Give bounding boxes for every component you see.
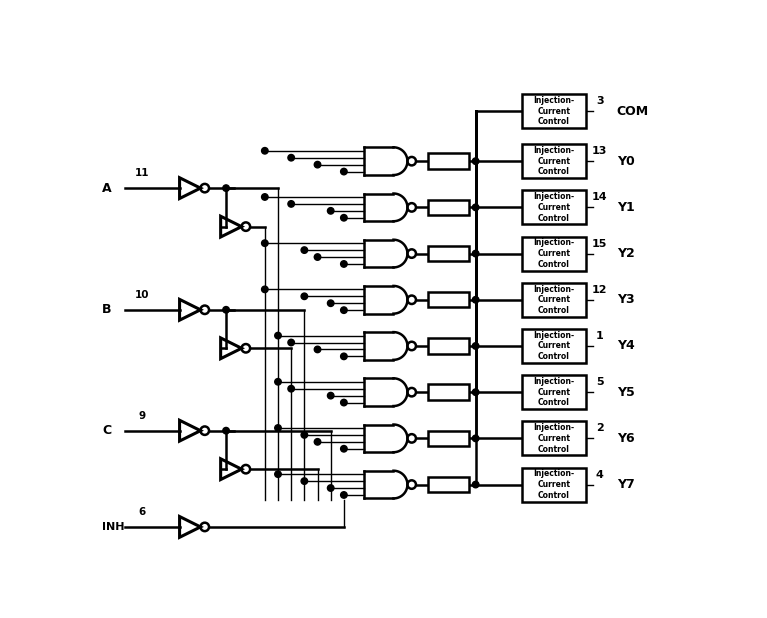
Circle shape xyxy=(288,386,295,392)
Text: Injection-
Current
Control: Injection- Current Control xyxy=(533,377,574,407)
Bar xyxy=(522,94,586,128)
Text: 12: 12 xyxy=(592,285,607,295)
Circle shape xyxy=(341,353,347,360)
Bar xyxy=(427,477,469,493)
Circle shape xyxy=(472,343,479,349)
Text: Y3: Y3 xyxy=(617,294,634,307)
Circle shape xyxy=(472,204,479,211)
Circle shape xyxy=(288,201,295,207)
Bar xyxy=(522,237,586,271)
Circle shape xyxy=(301,247,308,253)
Text: 5: 5 xyxy=(596,377,604,387)
Text: Y7: Y7 xyxy=(617,478,634,491)
Text: Injection-
Current
Control: Injection- Current Control xyxy=(533,146,574,176)
Bar xyxy=(427,338,469,353)
Text: Injection-
Current
Control: Injection- Current Control xyxy=(533,192,574,222)
Text: 1: 1 xyxy=(596,331,604,341)
Circle shape xyxy=(275,332,281,339)
Circle shape xyxy=(223,428,229,434)
Circle shape xyxy=(262,148,268,154)
Bar xyxy=(427,431,469,446)
Circle shape xyxy=(472,250,479,257)
Circle shape xyxy=(301,431,308,438)
Text: Injection-
Current
Control: Injection- Current Control xyxy=(533,96,574,126)
Circle shape xyxy=(341,261,347,267)
Circle shape xyxy=(275,471,281,478)
Circle shape xyxy=(341,168,347,175)
Circle shape xyxy=(223,307,229,313)
Text: Y5: Y5 xyxy=(617,386,634,399)
Text: Injection-
Current
Control: Injection- Current Control xyxy=(533,423,574,454)
Bar xyxy=(522,144,586,178)
Text: 2: 2 xyxy=(596,423,604,433)
Circle shape xyxy=(328,208,334,214)
Circle shape xyxy=(472,297,479,303)
Circle shape xyxy=(341,492,347,498)
Text: 3: 3 xyxy=(596,96,604,106)
Bar xyxy=(522,421,586,455)
Circle shape xyxy=(301,293,308,300)
Text: 13: 13 xyxy=(592,146,607,156)
Circle shape xyxy=(341,307,347,313)
Bar xyxy=(427,153,469,169)
Bar xyxy=(427,246,469,261)
Text: Y4: Y4 xyxy=(617,339,634,352)
Circle shape xyxy=(275,379,281,385)
Circle shape xyxy=(262,286,268,292)
Circle shape xyxy=(472,435,479,442)
Circle shape xyxy=(314,346,321,353)
Circle shape xyxy=(328,392,334,399)
Bar xyxy=(522,283,586,316)
Text: Y1: Y1 xyxy=(617,201,634,214)
Text: Y6: Y6 xyxy=(617,432,634,445)
Circle shape xyxy=(288,154,295,161)
Circle shape xyxy=(262,240,268,247)
Circle shape xyxy=(472,389,479,396)
Circle shape xyxy=(328,485,334,491)
Circle shape xyxy=(314,161,321,168)
Text: Y0: Y0 xyxy=(617,154,634,167)
Text: C: C xyxy=(102,424,111,437)
Text: 4: 4 xyxy=(596,470,604,480)
Text: Injection-
Current
Control: Injection- Current Control xyxy=(533,284,574,315)
Text: Injection-
Current
Control: Injection- Current Control xyxy=(533,239,574,269)
Bar xyxy=(522,329,586,363)
Text: 15: 15 xyxy=(592,239,607,248)
Circle shape xyxy=(262,193,268,200)
Circle shape xyxy=(288,339,295,345)
Text: Injection-
Current
Control: Injection- Current Control xyxy=(533,331,574,361)
Circle shape xyxy=(341,399,347,406)
Text: 6: 6 xyxy=(139,507,146,517)
Bar xyxy=(427,292,469,308)
Text: INH: INH xyxy=(102,522,124,532)
Circle shape xyxy=(275,425,281,431)
Text: 9: 9 xyxy=(139,411,146,421)
Bar xyxy=(522,190,586,224)
Circle shape xyxy=(314,439,321,445)
Circle shape xyxy=(314,254,321,260)
Circle shape xyxy=(328,300,334,307)
Circle shape xyxy=(223,185,229,192)
Bar xyxy=(522,375,586,409)
Circle shape xyxy=(341,214,347,221)
Bar xyxy=(522,468,586,502)
Circle shape xyxy=(472,481,479,488)
Text: Y2: Y2 xyxy=(617,247,634,260)
Circle shape xyxy=(472,158,479,164)
Circle shape xyxy=(301,478,308,485)
Text: COM: COM xyxy=(617,104,649,117)
Text: A: A xyxy=(102,182,112,195)
Text: 10: 10 xyxy=(135,290,150,300)
Text: Injection-
Current
Control: Injection- Current Control xyxy=(533,469,574,500)
Bar xyxy=(427,200,469,215)
Text: B: B xyxy=(102,303,111,316)
Text: 11: 11 xyxy=(135,169,150,179)
Bar xyxy=(427,384,469,400)
Text: 14: 14 xyxy=(592,192,607,202)
Circle shape xyxy=(341,446,347,452)
